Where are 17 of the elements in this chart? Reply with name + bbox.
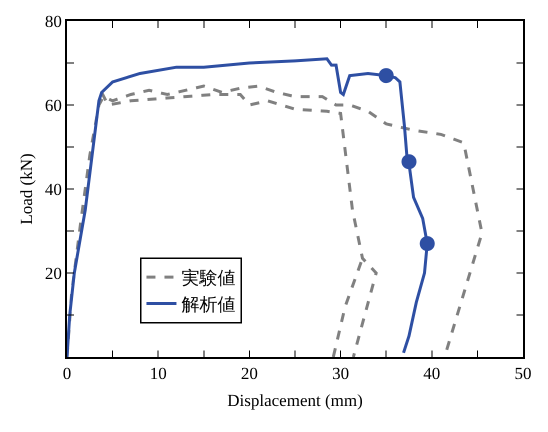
y-tick-label: 20 [44, 264, 62, 283]
x-tick-label: 20 [240, 364, 258, 384]
legend-label: 実験値 [181, 268, 236, 290]
x-tick-label: 40 [423, 364, 440, 384]
y-tick-label: 40 [44, 180, 62, 199]
x-tick-label: 10 [150, 364, 167, 384]
point [420, 236, 435, 252]
point [378, 68, 394, 84]
y-tick-label: 80 [44, 12, 62, 31]
point [402, 154, 416, 170]
x-tick-label: 0 [62, 364, 72, 384]
x-tick-label: 30 [332, 364, 350, 384]
y-tick-label: 60 [44, 96, 62, 115]
legend-label: 解析値 [181, 294, 236, 316]
x-axis-title: Displacement (mm) [227, 391, 363, 410]
y-axis-title: Load (kN) [16, 153, 36, 225]
x-tick-label: 50 [514, 364, 532, 384]
